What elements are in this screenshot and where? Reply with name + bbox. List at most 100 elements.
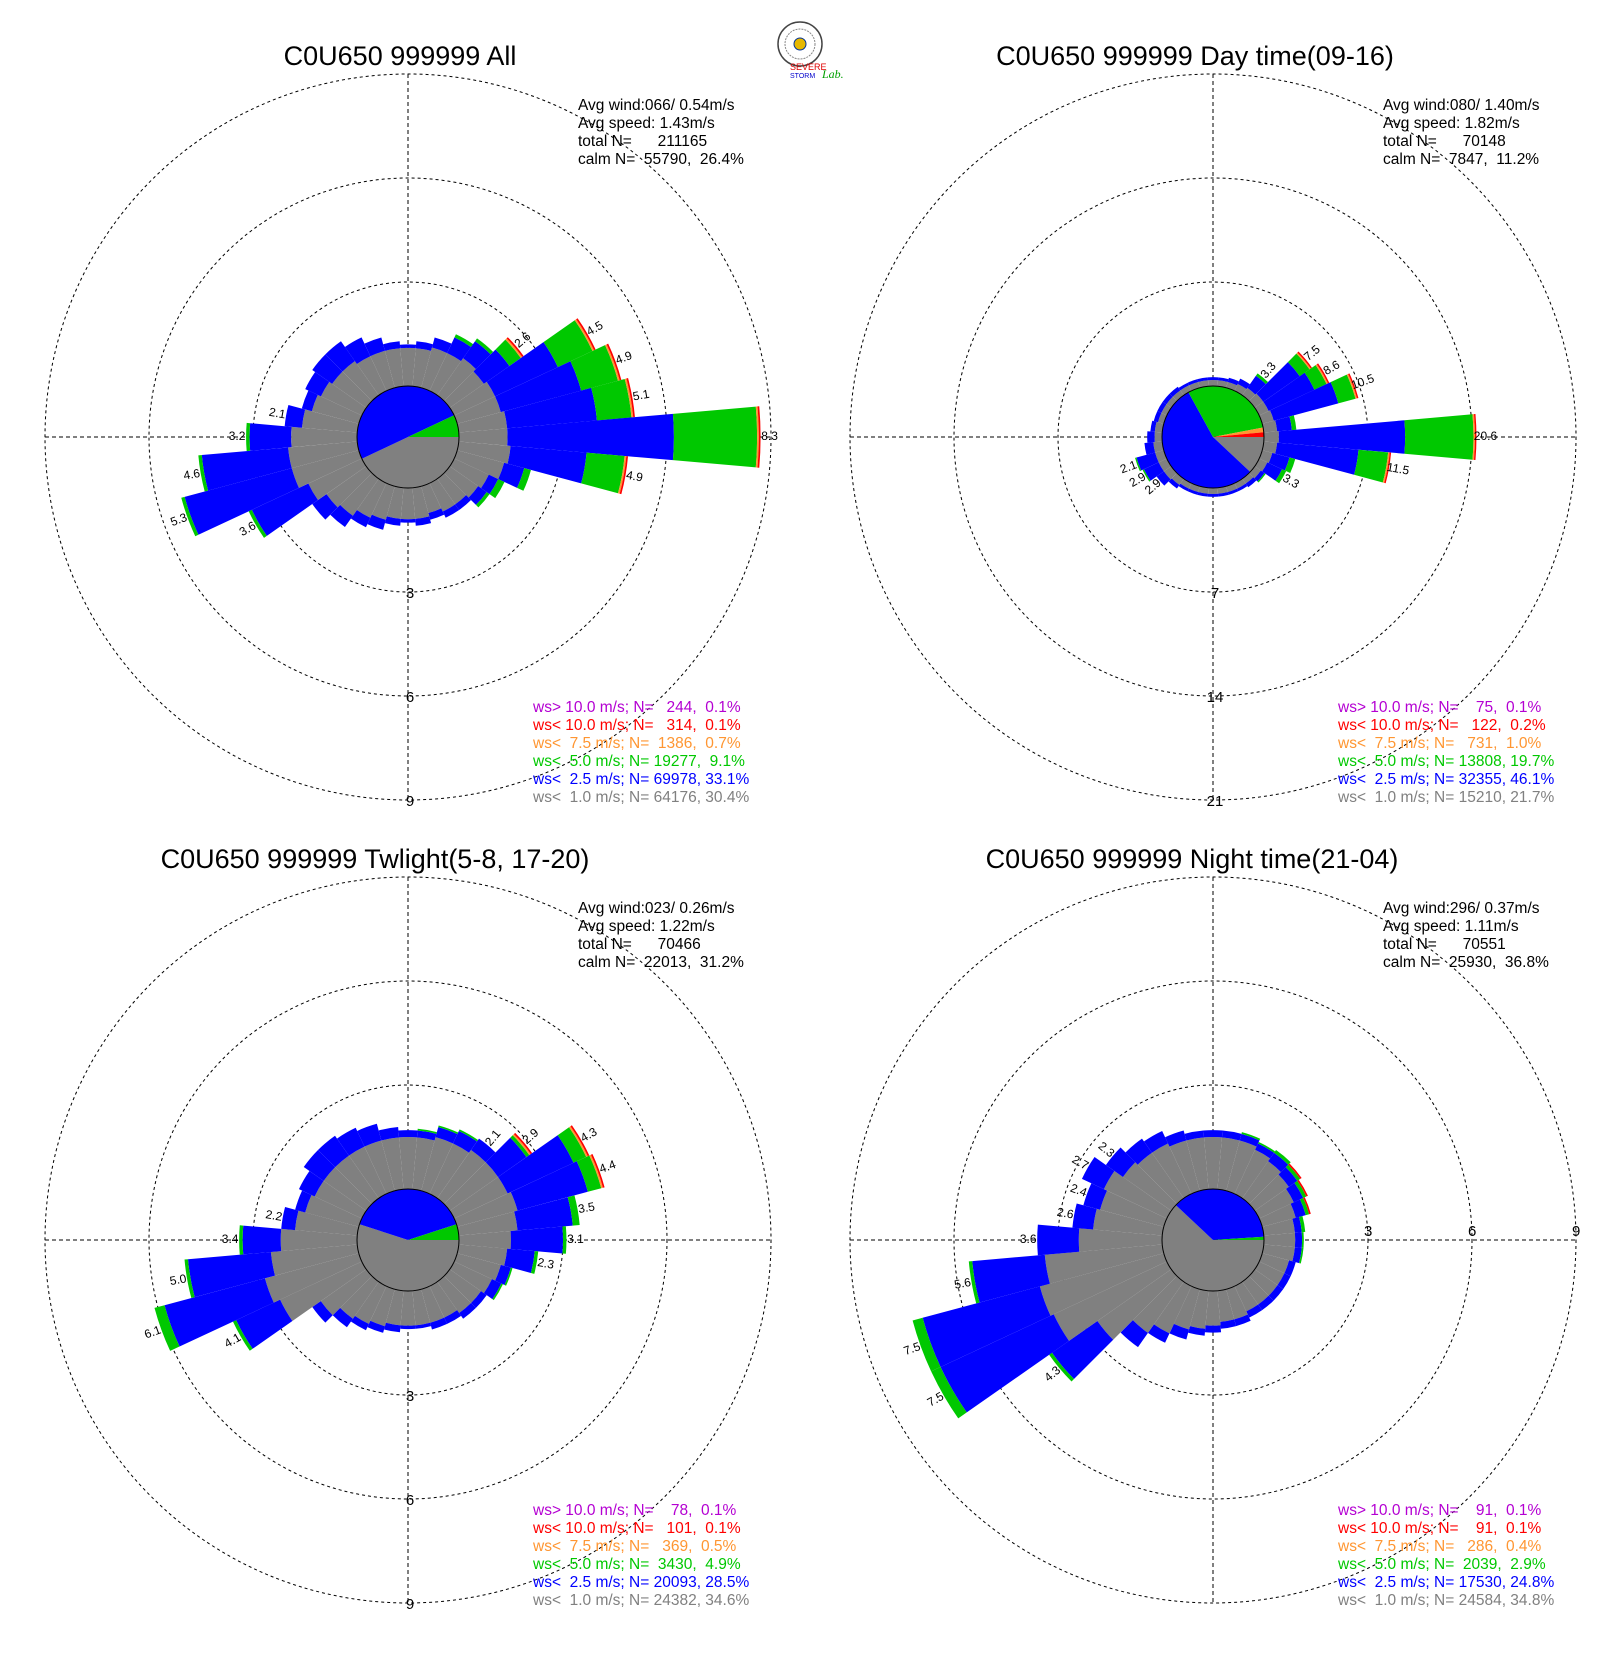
bar-segment-c4	[1346, 374, 1357, 399]
bar-segment-c2	[1268, 1152, 1289, 1173]
bar-segment-c1	[1242, 1276, 1269, 1305]
bar-segment-c3	[570, 345, 618, 391]
direction-bar	[1197, 486, 1209, 497]
direction-bar	[444, 466, 490, 508]
ring-label: 3	[406, 585, 414, 602]
direction-bar	[412, 341, 433, 388]
bar-segment-c2	[415, 341, 433, 351]
bar-segment-c3	[184, 1259, 195, 1299]
direction-bar	[1143, 1130, 1192, 1199]
bar-segment-c3	[1289, 415, 1297, 431]
direction-bar: 7.5	[1249, 342, 1323, 408]
bar-segment-c1	[1217, 1289, 1235, 1322]
chart-title: C0U650 999999 Day time(09-16)	[996, 41, 1394, 71]
direction-bar	[1147, 431, 1163, 443]
peak-value-label: 6.1	[142, 1323, 163, 1342]
bar-segment-c1	[449, 1261, 492, 1294]
bar-segment-c3	[576, 1155, 602, 1192]
bar-segment-c3	[1241, 1132, 1261, 1141]
bar-segment-c3	[968, 1261, 980, 1304]
direction-bar	[1120, 1276, 1184, 1348]
legend-entry: ws> 10.0 m/s; N= 91, 0.1%	[1337, 1502, 1542, 1519]
calm-pie	[1161, 1188, 1265, 1292]
direction-bar: 2.1	[268, 405, 359, 433]
bar-segment-c1	[1262, 420, 1278, 433]
bar-segment-c2	[1150, 420, 1157, 432]
stats-line: calm N= 7847, 11.2%	[1383, 151, 1539, 168]
bar-segment-c1	[429, 478, 456, 512]
bar-segment-c3	[510, 1135, 530, 1158]
bar-segment-c2	[1278, 1167, 1298, 1187]
legend-entry: ws< 5.0 m/s; N= 19277, 9.1%	[532, 753, 745, 770]
bar-segment-c2	[1178, 382, 1189, 391]
direction-bar	[1249, 466, 1266, 483]
direction-bar	[1263, 1232, 1304, 1248]
bar-segment-c3	[492, 1283, 503, 1301]
direction-bar	[1188, 1289, 1209, 1336]
direction-bar	[1204, 1290, 1222, 1333]
bar-segment-c1	[437, 358, 476, 401]
bar-segment-c1	[354, 1281, 387, 1324]
bar-segment-c3	[567, 1195, 580, 1226]
ring-label: 9	[406, 793, 414, 810]
bar-segment-c1	[444, 1269, 482, 1304]
bar-segment-c1	[1234, 1281, 1259, 1312]
bar-segment-c1	[1205, 1290, 1221, 1326]
bar-segment-c1	[384, 348, 404, 388]
legend-entry: ws< 7.5 m/s; N= 286, 0.4%	[1337, 1538, 1542, 1555]
bar-segment-c2	[1147, 431, 1155, 443]
bar-segment-c1	[1254, 1261, 1285, 1286]
bar-segment-c2	[1105, 1147, 1136, 1177]
bar-segment-c1	[454, 396, 501, 424]
severe-storm-lab-logo: SEVERE STORM Lab.	[777, 21, 844, 81]
peak-value-label: 5.6	[953, 1275, 972, 1292]
direction-bar	[1226, 1132, 1261, 1194]
bar-segment-c2	[398, 1130, 418, 1138]
direction-bar	[1168, 473, 1184, 489]
direction-bar: 2.6	[1056, 1203, 1164, 1236]
bar-segment-c2	[495, 361, 582, 413]
bar-segment-c1	[1242, 473, 1254, 484]
direction-bar	[1262, 415, 1297, 433]
direction-bar	[429, 1129, 479, 1199]
bar-segment-c1	[335, 1155, 379, 1204]
peak-value-label: 11.5	[1386, 460, 1411, 478]
bar-segment-c2	[236, 1299, 293, 1349]
bar-segment-c3	[1257, 1141, 1276, 1153]
bar-segment-c2	[378, 1127, 400, 1141]
bar-segment-c1	[371, 483, 395, 520]
direction-bar	[350, 478, 387, 528]
calm-slice-c1	[1161, 1205, 1264, 1291]
bar-segment-c1	[1263, 431, 1279, 443]
bar-segment-c3	[557, 1127, 587, 1163]
bar-segment-c2	[318, 1135, 349, 1168]
bar-segment-c1	[370, 1286, 395, 1327]
bar-segment-c1	[1161, 404, 1172, 416]
bar-segment-c2	[1278, 420, 1406, 454]
bar-segment-c2	[1217, 492, 1229, 497]
bar-segment-c3	[1287, 353, 1310, 377]
bar-segment-c5	[1473, 414, 1477, 460]
peak-value-label: 3.5	[577, 1199, 596, 1216]
bar-segment-c2	[455, 495, 472, 511]
bar-segment-c2	[1207, 377, 1219, 381]
legend-entry: ws< 2.5 m/s; N= 32355, 46.1%	[1337, 771, 1554, 788]
bar-segment-c4	[617, 455, 627, 494]
bar-segment-c3	[1354, 449, 1389, 483]
bar-segment-c1	[1173, 1286, 1200, 1330]
logo-text-severe: SEVERE	[790, 62, 827, 72]
direction-bar	[1197, 377, 1209, 388]
bar-segment-c1	[326, 466, 372, 508]
bar-segment-c5	[1303, 1197, 1311, 1215]
calm-slice-c2	[359, 1189, 457, 1240]
direction-bar: 4.9	[454, 343, 634, 424]
peak-value-label: 4.9	[613, 348, 634, 367]
direction-bar: 3.5	[457, 1195, 596, 1236]
direction-bar	[1226, 1286, 1251, 1327]
bar-segment-c1	[1188, 381, 1200, 391]
bar-segment-c1	[1153, 1281, 1192, 1334]
bar-segment-c2	[305, 371, 330, 397]
bar-segment-c1	[348, 1146, 387, 1199]
bar-segment-c2	[468, 486, 487, 505]
bar-segment-c3	[672, 406, 758, 468]
